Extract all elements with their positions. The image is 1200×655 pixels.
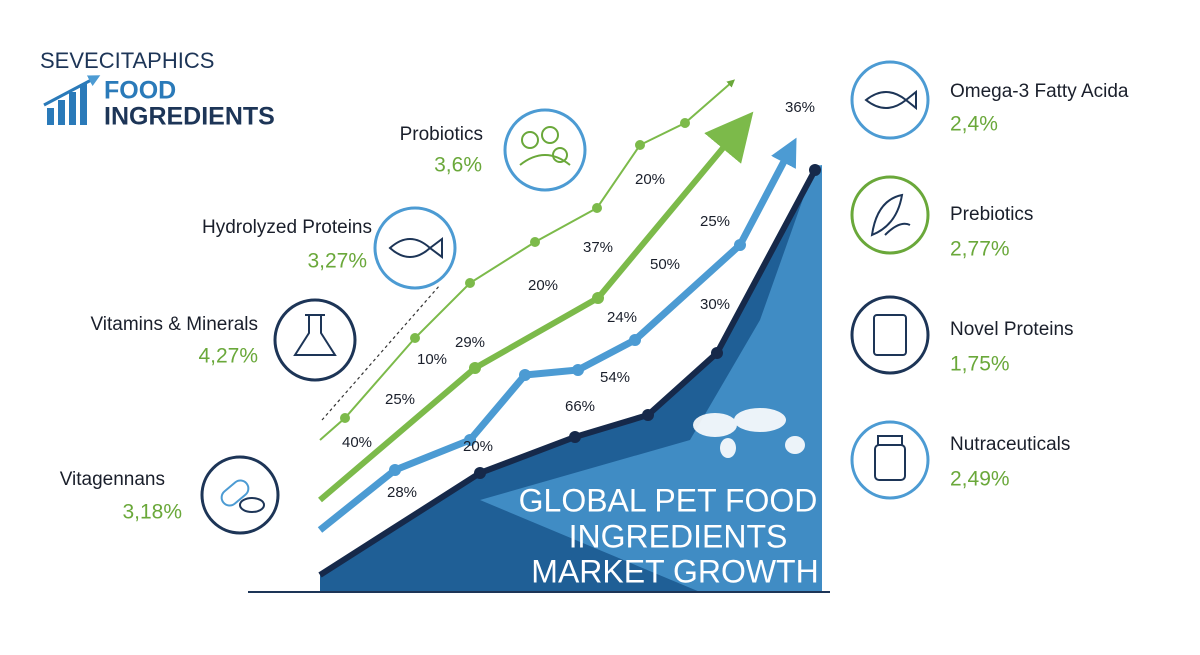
item-name: Prebiotics <box>950 204 1033 225</box>
item-name: Nutraceuticals <box>950 434 1070 455</box>
chart-label: 24% <box>607 309 637 326</box>
item-name: Novel Proteins <box>950 319 1074 340</box>
chart-label: 10% <box>417 351 447 368</box>
chart-label: 50% <box>650 256 680 273</box>
item-value: 2,77% <box>950 238 1010 261</box>
chart-label: 54% <box>600 369 630 386</box>
logo-line2: INGREDIENTS <box>104 103 275 131</box>
logo: SEVECITAPHICS FOOD INGREDIENTS <box>40 48 275 131</box>
item-name: Vitamins & Minerals <box>90 314 258 335</box>
chart-label: 66% <box>565 398 595 415</box>
chart-label: 30% <box>700 296 730 313</box>
item-value: 1,75% <box>950 353 1010 376</box>
chart-label: 40% <box>342 434 372 451</box>
chart-label: 20% <box>635 171 665 188</box>
item-value: 3,6% <box>434 154 482 177</box>
item-name: Probiotics <box>400 124 483 145</box>
chart-label: 20% <box>463 438 493 455</box>
icons <box>200 60 930 535</box>
item-value: 3,27% <box>307 250 367 273</box>
chart-label: 36% <box>785 99 815 116</box>
item-name: Omega-3 Fatty Acida <box>950 81 1129 102</box>
title-line: INGREDIENTS <box>569 518 788 554</box>
title-line: MARKET GROWTH <box>531 553 818 589</box>
logo-line1: FOOD <box>104 77 176 105</box>
chart-label: 29% <box>455 334 485 351</box>
growth-illustration <box>248 79 830 593</box>
item-name: Hydrolyzed Proteins <box>202 217 372 238</box>
item-value: 3,18% <box>122 501 182 524</box>
chart-label: 25% <box>700 213 730 230</box>
item-value: 2,4% <box>950 113 998 136</box>
item-name: Vitagennans <box>60 469 165 490</box>
chart-label: 20% <box>528 277 558 294</box>
item-value: 4,27% <box>198 345 258 368</box>
logo-brand: SEVECITAPHICS <box>40 48 214 73</box>
chart-label: 28% <box>387 484 417 501</box>
chart-label: 25% <box>385 391 415 408</box>
chart-label: 37% <box>583 239 613 256</box>
item-value: 2,49% <box>950 468 1010 491</box>
title-line: GLOBAL PET FOOD <box>519 482 818 518</box>
